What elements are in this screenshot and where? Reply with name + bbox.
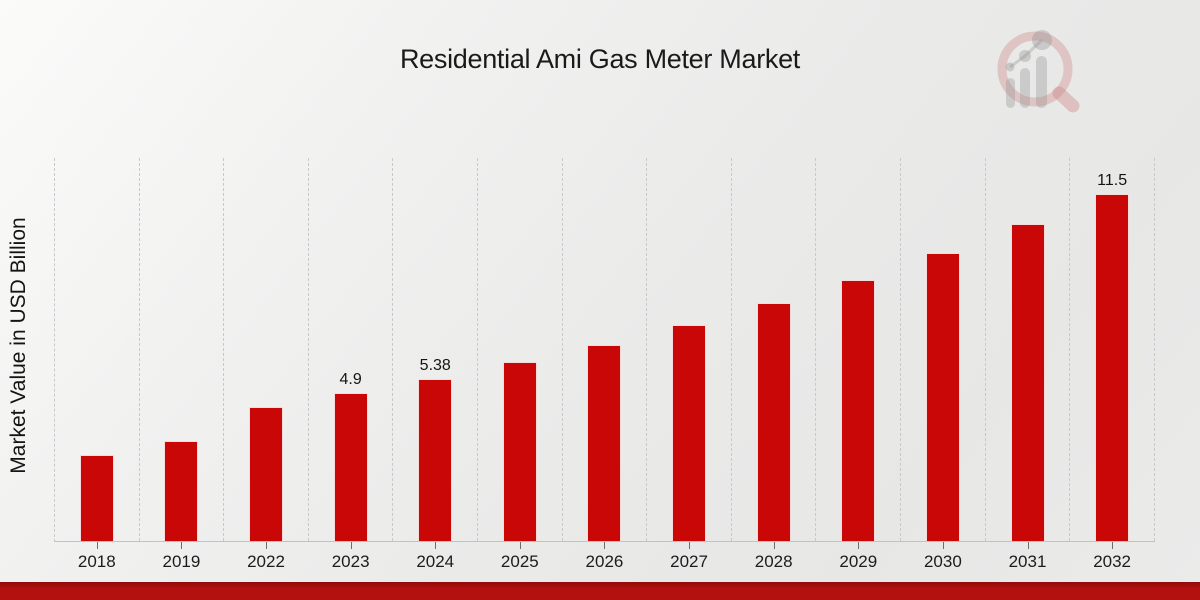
plot-area: 2018 2019 2022 4.9 2023 5.38 2024 2025 2026 2027 2… <box>54 158 1155 571</box>
x-axis-tick <box>181 542 183 549</box>
category-column: 2025 <box>478 158 563 571</box>
chart-title: Residential Ami Gas Meter Market <box>399 44 801 74</box>
x-axis-tick-label: 2022 <box>247 552 285 571</box>
bar <box>841 280 876 541</box>
x-axis-tick-label: 2027 <box>670 552 708 571</box>
bar <box>587 345 622 541</box>
x-axis-tick <box>96 542 98 549</box>
x-axis-tick-label: 2024 <box>416 552 455 571</box>
x-axis-tick-label: 2032 <box>1093 552 1132 571</box>
category-column: 2031 <box>986 158 1071 571</box>
bar <box>79 455 114 541</box>
bar-value-label: 4.9 <box>339 371 362 388</box>
bar <box>164 441 199 541</box>
bar <box>756 303 791 541</box>
x-axis-tick <box>604 542 606 549</box>
x-axis-tick-label: 2023 <box>331 552 370 571</box>
x-axis-tick-label: 2030 <box>923 552 962 571</box>
x-axis-tick-label: 2026 <box>585 552 624 571</box>
x-axis-tick-label: 2029 <box>839 552 878 571</box>
y-axis-label: Market Value in USD Billion <box>7 217 30 474</box>
x-axis-tick <box>942 542 944 549</box>
x-axis-tick <box>519 542 521 549</box>
x-axis-tick-label: 2025 <box>500 552 539 571</box>
bar <box>1095 194 1130 541</box>
category-column: 2019 <box>140 158 225 571</box>
category-column: 2026 <box>563 158 648 571</box>
category-column: 4.9 2023 <box>309 158 394 571</box>
bar <box>1010 224 1045 541</box>
x-axis-tick <box>773 542 775 549</box>
bar <box>672 325 707 541</box>
category-column: 2030 <box>901 158 986 571</box>
bar-value-label: 5.38 <box>419 357 451 374</box>
bar <box>502 362 537 541</box>
x-axis-tick-label: 2028 <box>754 552 793 571</box>
bar <box>925 253 960 541</box>
category-column: 2018 <box>55 158 140 571</box>
x-axis-tick <box>1027 542 1029 549</box>
x-axis-tick <box>266 542 268 549</box>
x-axis-tick-label: 2031 <box>1008 552 1047 571</box>
x-axis-tick <box>858 542 860 549</box>
x-axis-tick-label: 2018 <box>77 552 116 571</box>
x-axis-tick <box>350 542 352 549</box>
bottom-accent-band <box>0 582 1200 600</box>
x-axis-tick <box>689 542 691 549</box>
category-column: 2028 <box>732 158 817 571</box>
category-column: 5.38 2024 <box>393 158 479 571</box>
category-column: 2029 <box>816 158 902 571</box>
x-axis-tick <box>1112 542 1114 549</box>
bar <box>418 379 453 541</box>
x-axis-tick <box>435 542 437 549</box>
magnifier-bar-chart-logo-icon <box>997 30 1080 113</box>
bar-value-label: 11.5 <box>1097 172 1128 189</box>
category-column: 11.5 2032 <box>1070 158 1155 571</box>
bar <box>333 393 368 541</box>
bar <box>249 407 284 541</box>
x-axis-tick-label: 2019 <box>162 552 201 571</box>
category-column: 2022 <box>224 158 309 571</box>
category-column: 2027 <box>647 158 732 571</box>
